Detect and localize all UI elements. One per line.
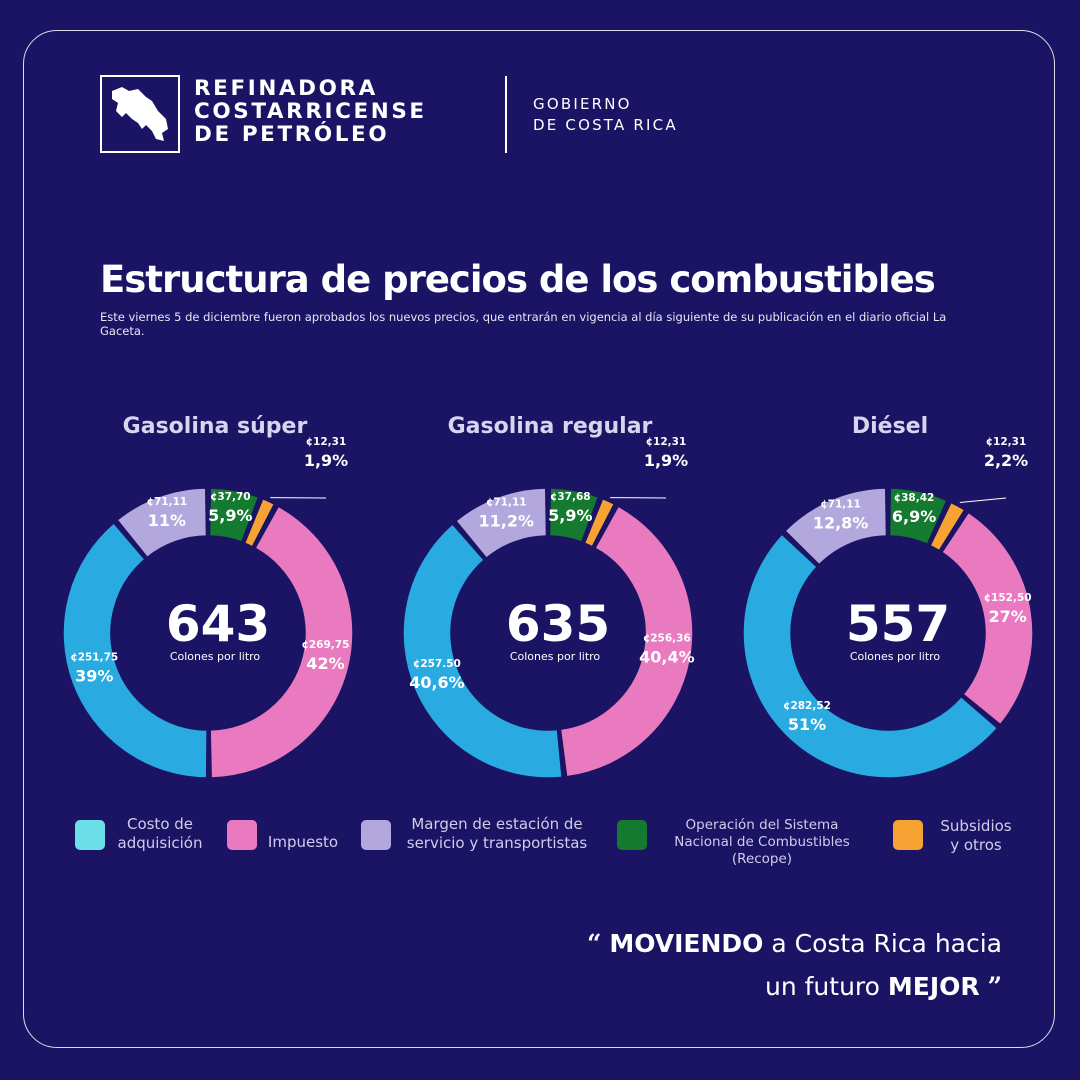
pct-label-costo-1: 40,6% [409,673,465,692]
chart-title-diesel: Diésel [851,414,929,439]
slice-costo-1 [402,522,563,779]
center-total-1: 635 [506,595,610,653]
open-quote-icon: “ [586,929,602,958]
legend-swatch-margen [361,820,391,850]
legend-swatch-costo [75,820,105,850]
chart-title-regular: Gasolina regular [447,414,653,439]
amount-label-margen-2: ¢71,11 [820,499,861,511]
pct-label-subsidios-2: 2,2% [984,451,1028,470]
org-name-line2: COSTARRICENSE [194,99,427,124]
slice-recope-0 [208,487,260,544]
center-unit-0: Colones por litro [170,650,261,663]
legend-label-impuesto: Impuesto [267,833,339,851]
amount-label-impuesto-0: ¢269,75 [302,639,350,651]
amount-label-recope-2: ¢38,42 [894,492,935,504]
slice-subsidios-2 [929,501,966,552]
amount-label-recope-1: ¢37,68 [550,491,591,503]
slogan-bold-mejor: MEJOR [887,972,980,1001]
gov-line2: DE COSTA RICA [533,116,678,134]
legend-label-costo: Costo de adquisición [117,815,203,852]
donut-chart-0: ¢37,70 5,9% ¢12,31 1,9% ¢269,75 42% ¢251,75 39%… [62,436,354,779]
slice-margen-1 [454,487,548,560]
center-total-2: 557 [846,595,950,653]
slice-impuesto-1 [559,505,694,778]
slogan: “ MOVIENDO a Costa Rica hacia un futuro … [587,922,1002,1008]
amount-label-impuesto-1: ¢256,36 [643,633,691,645]
org-name-line3: DE PETRÓLEO [194,122,390,147]
amount-label-costo-0: ¢251,75 [70,651,118,663]
government-name: GOBIERNO DE COSTA RICA [533,94,678,136]
legend-swatch-recope [617,820,647,850]
slice-recope-1 [548,487,600,544]
pct-label-margen-1: 11,2% [479,511,535,530]
amount-label-subsidios-0: ¢12,31 [306,436,347,448]
pct-label-subsidios-0: 1,9% [304,451,348,470]
amount-label-margen-1: ¢71,11 [486,496,527,508]
close-quote-icon: ” [987,972,1002,1001]
page-title: Estructura de precios de los combustible… [100,258,936,301]
slice-margen-0 [116,487,208,559]
center-unit-2: Colones por litro [850,650,941,663]
org-name: REFINADORA COSTARRICENSE DE PETRÓLEO [194,77,427,146]
pct-label-margen-0: 11% [148,511,186,530]
slice-subsidios-0 [243,497,276,548]
slice-recope-2 [888,487,948,546]
org-name-line1: REFINADORA [194,76,378,101]
amount-label-recope-0: ¢37,70 [210,491,251,503]
slice-costo-0 [62,521,208,779]
recope-logo [100,75,180,153]
amount-label-subsidios-1: ¢12,31 [646,436,687,448]
legend-label-subsidios: Subsidios y otros [940,817,1012,854]
slogan-text2: un futuro [764,972,888,1001]
content-frame [23,30,1055,1048]
page-subtitle: Este viernes 5 de diciembre fueron aprob… [100,310,947,338]
gov-line1: GOBIERNO [533,95,632,113]
amount-label-costo-1: ¢257.50 [413,658,461,670]
pct-label-recope-0: 5,9% [208,506,252,525]
pct-label-costo-2: 51% [788,715,826,734]
pct-label-impuesto-0: 42% [306,654,344,673]
legend-swatch-subsidios [893,820,923,850]
donut-chart-1: ¢37,68 5,9% ¢12,31 1,9% ¢256,36 40,4% ¢257.50 4… [402,436,695,779]
costa-rica-map-icon [112,87,168,141]
callout-line-2 [959,497,1007,503]
amount-label-costo-2: ¢282,52 [783,700,831,712]
slogan-text1: a Costa Rica hacia [763,929,1002,958]
pct-label-recope-2: 6,9% [892,507,936,526]
header-divider [505,76,507,153]
slogan-line2: un futuro MEJOR ” [587,965,1002,1008]
slogan-bold-moviendo: MOVIENDO [609,929,764,958]
center-unit-1: Colones por litro [510,650,601,663]
legend-label-recope: Operación del Sistema Nacional de Combust… [674,817,850,867]
slice-impuesto-2 [940,511,1034,726]
amount-label-impuesto-2: ¢152,50 [984,592,1032,604]
pct-label-subsidios-1: 1,9% [644,451,688,470]
pct-label-margen-2: 12,8% [813,514,869,533]
slice-margen-2 [784,487,888,566]
pct-label-recope-1: 5,9% [548,506,592,525]
pct-label-impuesto-1: 40,4% [639,648,695,667]
pct-label-costo-0: 39% [75,666,113,685]
legend-swatch-impuesto [227,820,257,850]
slice-costo-2 [742,533,999,779]
pct-label-impuesto-2: 27% [989,607,1027,626]
slice-impuesto-0 [209,505,354,779]
amount-label-margen-0: ¢71,11 [147,496,188,508]
slice-subsidios-1 [583,497,616,548]
chart-title-super: Gasolina súper [122,414,308,439]
slogan-line1: “ MOVIENDO a Costa Rica hacia [587,922,1002,965]
donut-chart-2: ¢38,42 6,9% ¢12,31 2,2% ¢152,50 27% ¢282,52 51%… [742,436,1034,779]
center-total-0: 643 [166,595,270,653]
amount-label-subsidios-2: ¢12,31 [986,436,1027,448]
legend-label-margen: Margen de estación de servicio y transpor… [406,815,588,852]
